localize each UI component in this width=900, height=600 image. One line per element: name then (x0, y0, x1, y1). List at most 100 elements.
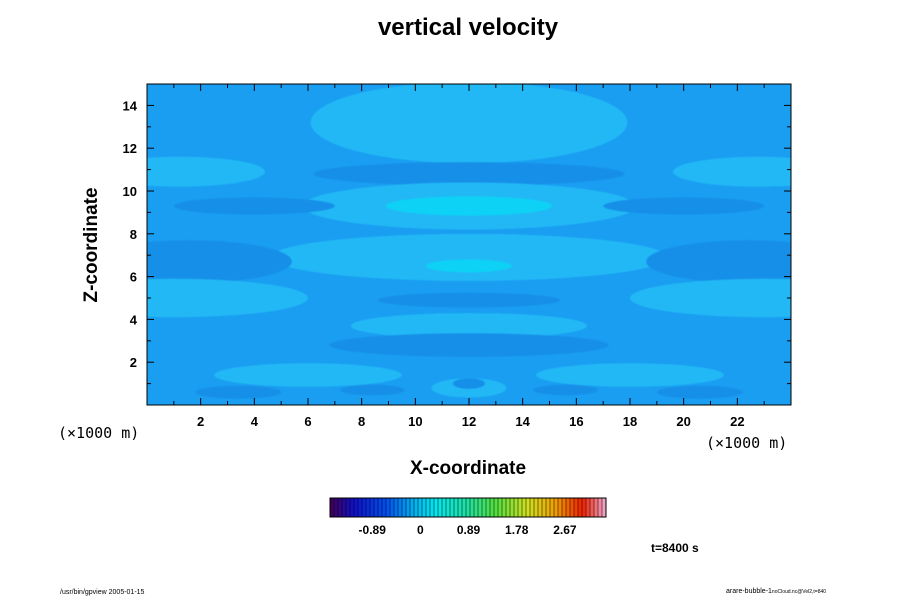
footer-left: /usr/bin/gpview 2005-01-15 (60, 589, 145, 596)
colorbar-cell (390, 498, 395, 517)
colorbar-cell (434, 498, 439, 517)
x-axis-unit-left: (×1000 m) (58, 424, 140, 442)
colorbar-cell (418, 498, 423, 517)
colorbar-cell (550, 498, 555, 517)
colorbar-cell (582, 498, 587, 517)
colorbar-cell (502, 498, 507, 517)
colorbar-cell (334, 498, 339, 517)
colorbar-cell (514, 498, 519, 517)
contour-band (329, 333, 609, 357)
y-tick-label: 4 (130, 312, 138, 327)
colorbar-cell (494, 498, 499, 517)
colorbar-cell (382, 498, 387, 517)
colorbar-cell (470, 498, 475, 517)
contour-band (533, 384, 598, 396)
contour-band (270, 233, 668, 281)
colorbar-cell (414, 498, 419, 517)
x-tick-label: 2 (197, 414, 204, 429)
colorbar-cell (346, 498, 351, 517)
x-axis-unit-right: (×1000 m) (706, 434, 788, 452)
contour-field (147, 84, 791, 405)
colorbar-cell (330, 498, 335, 517)
colorbar-cell (482, 498, 487, 517)
colorbar-cell (358, 498, 363, 517)
colorbar-cell (546, 498, 551, 517)
colorbar-cell (538, 498, 543, 517)
x-axis-label: X-coordinate (409, 458, 527, 479)
chart-title: vertical velocity (377, 14, 559, 41)
contour-band (630, 278, 791, 318)
colorbar-cell (578, 498, 583, 517)
contour-band (426, 259, 512, 273)
colorbar-cell (450, 498, 455, 517)
colorbar-cell (350, 498, 355, 517)
colorbar-cell (590, 498, 595, 517)
colorbar-cell (566, 498, 571, 517)
x-tick-label: 18 (623, 414, 637, 429)
colorbar-frame (329, 497, 607, 518)
time-label: t=8400 s (651, 541, 699, 555)
colorbar-cell (574, 498, 579, 517)
x-axis-ticks: 2 4 6 8 10 12 14 16 18 20 22 (173, 84, 765, 429)
x-tick-label: 4 (251, 414, 259, 429)
colorbar-cell (386, 498, 391, 517)
colorbar-cell (406, 498, 411, 517)
y-tick-label: 8 (130, 227, 137, 242)
colorbar-tick-label: 0 (417, 523, 424, 537)
colorbar-cell (466, 498, 471, 517)
colorbar-cell (342, 498, 347, 517)
y-tick-label: 12 (123, 141, 137, 156)
colorbar-cell (442, 498, 447, 517)
colorbar-cell (394, 498, 399, 517)
colorbar-cell (562, 498, 567, 517)
colorbar-cell (478, 498, 483, 517)
x-tick-label: 8 (358, 414, 365, 429)
contour-band (603, 197, 765, 215)
contour-band (147, 240, 292, 284)
colorbar-cell (530, 498, 535, 517)
y-axis-ticks: 2 4 6 8 10 12 14 (123, 98, 791, 385)
colorbar-cell (526, 498, 531, 517)
contour-band (452, 378, 486, 389)
colorbar-cell (454, 498, 459, 517)
colorbar-cell (598, 498, 603, 517)
contour-band (646, 240, 791, 284)
contour-band (377, 138, 561, 154)
x-tick-label: 22 (730, 414, 744, 429)
colorbar-cell (474, 498, 479, 517)
colorbar-cell (462, 498, 467, 517)
colorbar-cell (378, 498, 383, 517)
colorbar-cell (446, 498, 451, 517)
colorbar-cell (594, 498, 599, 517)
contour-band (656, 385, 743, 399)
contour-band (214, 363, 402, 387)
y-tick-label: 14 (123, 98, 138, 113)
colorbar-cell (338, 498, 343, 517)
contour-band (350, 312, 588, 339)
colorbar-cell (422, 498, 427, 517)
colorbar-cell (402, 498, 407, 517)
footer-right-main: arare-bubble-1 (726, 588, 772, 595)
colorbar-cell (518, 498, 523, 517)
contour-band (313, 162, 625, 186)
y-axis-label: Z-coordinate (81, 187, 102, 303)
footer-right-sub: noCloud.nc@Vel2,t=840 (771, 589, 827, 595)
contour-band (377, 292, 561, 308)
colorbar-cell (374, 498, 379, 517)
colorbar-cell (362, 498, 367, 517)
colorbar-cell (602, 498, 607, 517)
colorbar-cell (398, 498, 403, 517)
colorbar-cell (370, 498, 375, 517)
contour-band (536, 363, 724, 387)
colorbar-cell (410, 498, 415, 517)
colorbar-cell (510, 498, 515, 517)
colorbar-cell (534, 498, 539, 517)
x-tick-label: 12 (462, 414, 476, 429)
colorbar-cell (522, 498, 527, 517)
colorbar-cell (498, 498, 503, 517)
colorbar-cell (430, 498, 435, 517)
colorbar-tick-label: 2.67 (553, 523, 577, 537)
contour-band (385, 196, 553, 216)
contour-band (173, 197, 335, 215)
